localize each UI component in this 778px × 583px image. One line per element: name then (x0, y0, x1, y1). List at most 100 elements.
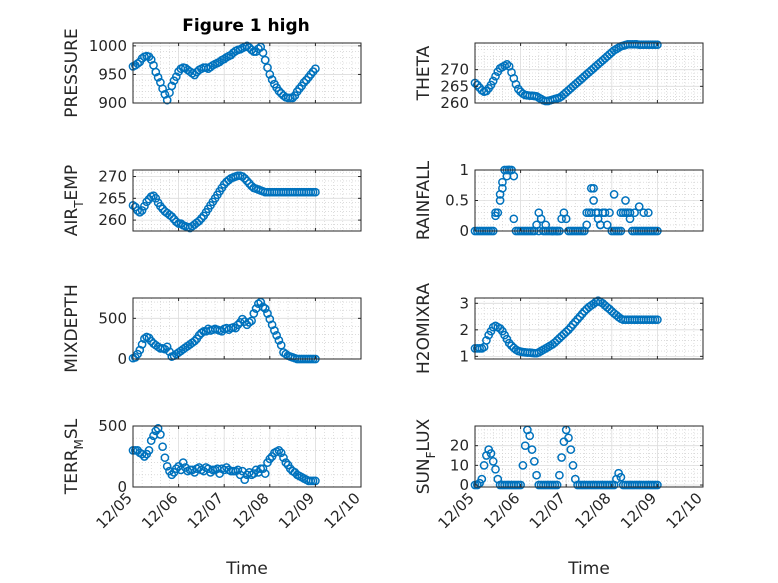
data-point (167, 212, 177, 221)
data-point (491, 464, 500, 474)
data-point (288, 93, 297, 103)
data-point (167, 81, 177, 91)
data-point (495, 190, 505, 199)
data-point (233, 465, 243, 475)
y-tick-label: 1 (459, 161, 469, 179)
panel-air-temp: 260 265 270 AIRTEMP (62, 165, 362, 236)
axes-box (132, 42, 362, 104)
data-point (135, 207, 145, 217)
data-point (536, 214, 546, 224)
y-tick-label: 500 (98, 417, 127, 435)
y-tick-label: 270 (98, 168, 127, 186)
data-point (140, 201, 149, 211)
data-point (516, 480, 525, 490)
data-point (192, 218, 202, 228)
data-point (541, 220, 551, 230)
data-point (240, 475, 250, 485)
y-tick-label: 0 (459, 476, 469, 494)
data-point (279, 453, 288, 463)
data-point (206, 468, 215, 477)
data-point (472, 480, 482, 490)
data-point (568, 461, 578, 470)
data-point (258, 302, 268, 312)
data-point (653, 40, 662, 50)
data-point (153, 72, 163, 82)
data-point (187, 68, 197, 78)
data-point (158, 442, 167, 452)
data-point (233, 320, 243, 330)
data-point (532, 470, 541, 480)
data-point (260, 304, 270, 313)
x-axis-label: Time (225, 559, 268, 579)
data-point (573, 314, 582, 324)
data-point (142, 197, 152, 207)
y-tick-label: 20 (450, 437, 469, 455)
data-point (491, 71, 500, 81)
y-tick-label: 900 (98, 94, 127, 112)
data-point (260, 469, 270, 478)
data-point (488, 457, 498, 466)
data-point (552, 480, 562, 490)
axes-box (474, 297, 704, 360)
y-tick-label: 265 (98, 189, 127, 207)
data-point (171, 464, 181, 474)
data-point (498, 177, 507, 187)
data-point (653, 480, 662, 490)
data-point (555, 470, 564, 480)
data-point (144, 446, 154, 455)
data-point (265, 70, 275, 79)
data-point (564, 325, 573, 335)
data-point (197, 328, 206, 338)
data-point (634, 202, 644, 211)
data-point (247, 181, 256, 191)
data-point (639, 208, 649, 218)
y-tick-label: 0 (459, 222, 469, 240)
data-point (176, 219, 186, 228)
data-point (281, 349, 291, 359)
data-point (197, 214, 206, 223)
y-tick-label: 0 (117, 478, 127, 496)
data-point (596, 220, 605, 230)
data-point (162, 461, 172, 471)
data-point (511, 79, 521, 89)
data-point (162, 95, 172, 105)
y-tick-label: 0.5 (445, 192, 469, 210)
data-point (616, 472, 626, 482)
axes-box (474, 425, 704, 488)
data-point (219, 180, 229, 189)
panel-h2omixra: 1 2 3 H2OMIXRA (414, 283, 704, 374)
data-point (527, 445, 537, 454)
data-point (133, 59, 142, 68)
data-point (605, 208, 614, 218)
figure-title: Figure 1 high (182, 16, 310, 36)
y-axis-label: MIXDEPTH (62, 284, 82, 373)
data-point (265, 454, 275, 464)
data-point (165, 210, 174, 220)
data-point (582, 208, 592, 218)
data-point (559, 329, 569, 339)
data-point (625, 214, 635, 224)
data-point (171, 217, 181, 227)
axes-box (132, 169, 362, 232)
data-point (258, 464, 268, 474)
data-point (580, 306, 589, 316)
data-point (589, 183, 598, 193)
data-point (520, 441, 530, 451)
plot-area (133, 170, 361, 231)
data-point (238, 314, 247, 324)
y-tick-label: 1 (459, 347, 469, 365)
data-point (167, 470, 177, 480)
data-point (630, 208, 639, 218)
panel-mixdepth: 0 500 MIXDEPTH (62, 284, 362, 373)
data-point (274, 335, 284, 345)
axes-box (132, 425, 362, 488)
data-point (605, 304, 614, 314)
axes-box (132, 297, 362, 360)
data-point (156, 201, 165, 211)
data-point (224, 175, 234, 185)
data-point (311, 64, 320, 74)
data-point (171, 72, 181, 82)
